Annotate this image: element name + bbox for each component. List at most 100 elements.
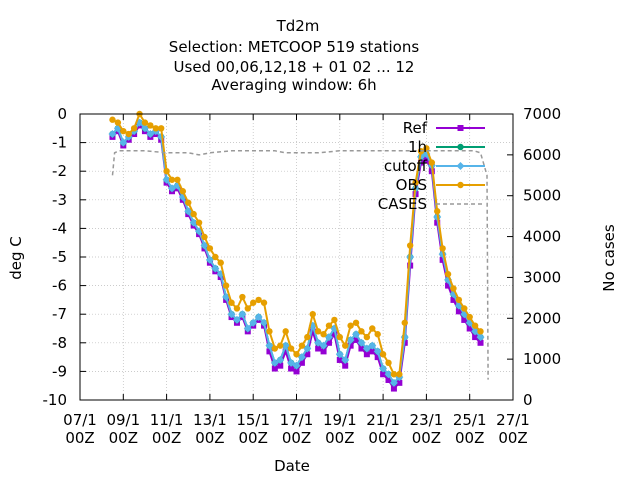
legend-entry-ref: Ref [403, 119, 485, 137]
data-point [450, 285, 457, 292]
data-point [205, 255, 214, 264]
x-tick-label: 00Z [195, 429, 224, 447]
data-point [406, 242, 414, 249]
data-point [455, 296, 463, 304]
y-tick-label: -6 [52, 277, 67, 295]
data-point [195, 219, 203, 226]
data-point [141, 119, 149, 126]
data-point [239, 293, 246, 301]
chart-title-line-4: Averaging window: 6h [211, 76, 376, 94]
data-point [282, 348, 289, 355]
x-tick-label: 00Z [282, 429, 311, 447]
data-point [342, 342, 349, 349]
data-point [114, 119, 122, 126]
data-point [325, 322, 333, 329]
y-axis-label: deg C [7, 236, 25, 280]
data-point [353, 336, 360, 343]
x-tick-label: 00Z [498, 429, 527, 447]
data-point [304, 333, 311, 341]
data-point [303, 344, 312, 353]
data-point [228, 299, 235, 306]
data-point [185, 199, 192, 206]
data-point [232, 315, 241, 324]
data-point [385, 359, 392, 367]
data-point [390, 385, 397, 392]
data-point [276, 355, 285, 364]
y-tick-label: -7 [52, 305, 67, 323]
data-point [147, 122, 154, 129]
data-point [389, 378, 398, 387]
data-point [130, 125, 138, 132]
legend-label: OBS [396, 176, 427, 194]
chart-title-line-3: Used 00,06,12,18 + 01 02 ... 12 [174, 58, 415, 76]
data-point [384, 370, 393, 379]
data-point [423, 145, 430, 152]
data-point [298, 342, 306, 349]
data-point [108, 130, 117, 139]
data-point [358, 328, 365, 335]
data-point [200, 241, 209, 250]
data-point [471, 322, 479, 329]
legend-label: cutoff [384, 157, 428, 175]
data-point [336, 356, 343, 363]
legend-entry-cutoff: cutoff [384, 157, 485, 175]
data-point [325, 339, 332, 346]
data-point [260, 318, 269, 327]
data-point [461, 316, 468, 323]
data-point [271, 365, 278, 372]
data-point [244, 305, 251, 312]
legend-entry-cases: CASES [378, 195, 485, 213]
x-tick-label: 00Z [455, 429, 484, 447]
y2-tick-label: 7000 [523, 105, 561, 123]
data-point [445, 282, 452, 289]
data-point [444, 270, 452, 278]
data-point [352, 330, 361, 339]
data-point [250, 299, 257, 306]
data-point [288, 365, 295, 372]
data-point [152, 125, 159, 132]
data-point [309, 328, 316, 335]
data-point [347, 322, 354, 329]
series-line [111, 150, 489, 380]
data-point [190, 210, 197, 218]
x-tick-label: 00Z [368, 429, 397, 447]
data-point [477, 339, 484, 346]
data-point [380, 371, 387, 378]
data-point [379, 351, 387, 358]
data-point [319, 341, 328, 350]
data-point [293, 368, 300, 375]
data-point [260, 299, 268, 306]
data-point [374, 354, 381, 361]
data-point [238, 310, 247, 319]
data-point [212, 253, 219, 261]
data-point [352, 319, 360, 326]
y-tick-label: -3 [52, 191, 67, 209]
data-point [119, 138, 128, 147]
data-point [434, 208, 441, 215]
x-tick-label: 00Z [325, 429, 354, 447]
data-point [362, 344, 371, 353]
data-point [189, 218, 198, 227]
data-point [390, 371, 398, 378]
legend-entry-obs: OBS [396, 176, 485, 194]
data-point [412, 179, 419, 186]
data-point [357, 338, 366, 347]
data-point [233, 305, 241, 312]
data-point [341, 355, 350, 364]
x-tick-label: 00Z [152, 429, 181, 447]
y-tick-label: 0 [57, 105, 67, 123]
data-point [320, 348, 327, 355]
y2-tick-label: 1000 [523, 350, 561, 368]
data-point [396, 379, 403, 386]
data-point [227, 310, 236, 319]
data-point [314, 328, 322, 335]
data-point [309, 311, 316, 318]
x-tick-label: 19/1 [323, 411, 357, 429]
y2-tick-label: 5000 [523, 187, 561, 205]
y-tick-label: -8 [52, 334, 67, 352]
x-tick-label: 00Z [412, 429, 441, 447]
y2-tick-label: 3000 [523, 268, 561, 286]
data-point [211, 264, 220, 273]
data-point [287, 358, 296, 367]
data-point [396, 371, 403, 378]
